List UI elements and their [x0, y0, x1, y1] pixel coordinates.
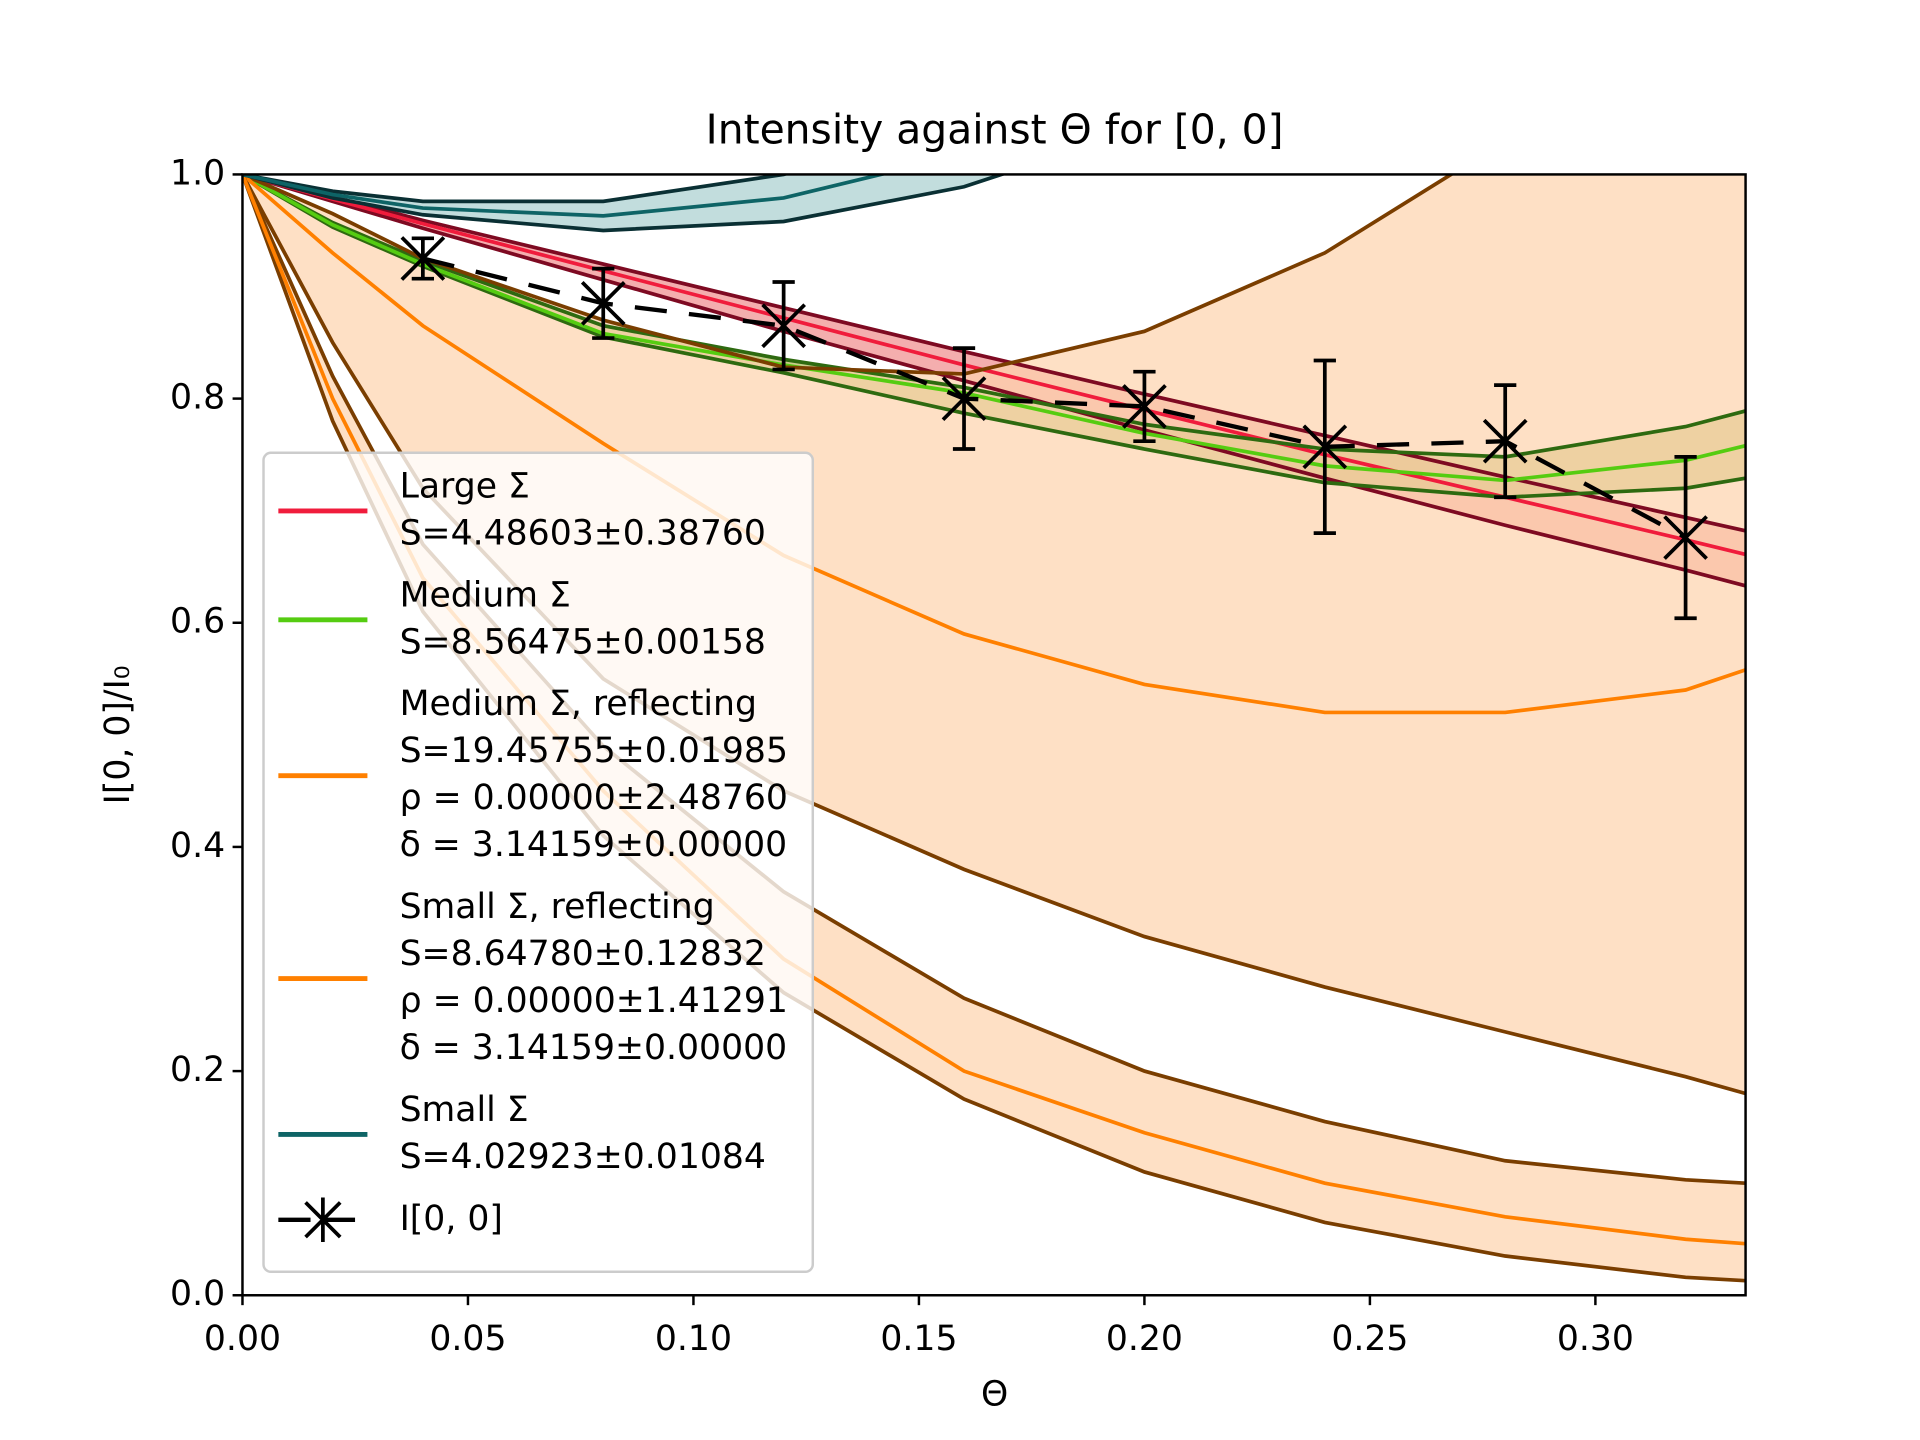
axes-frame: [241, 173, 1747, 1297]
band-edge: [242, 174, 791, 204]
legend-label: S=19.45755±0.01985: [400, 731, 788, 771]
y-tick-label: 0.4: [170, 826, 225, 866]
data-point: [941, 376, 987, 421]
x-tick-label: 0.20: [1106, 1319, 1183, 1359]
x-tick-label: 0.10: [655, 1319, 732, 1359]
chart-title: Intensity against Θ for [0, 0]: [706, 105, 1284, 153]
fit-line: [242, 174, 889, 218]
legend-label: ρ = 0.00000±2.48760: [400, 778, 788, 818]
y-tick-label: 0.0: [170, 1274, 225, 1314]
y-axis-label: I[0, 0]/I₀: [98, 665, 138, 804]
legend-label: S=4.02923±0.01084: [400, 1137, 766, 1177]
legend-label: Small Σ: [400, 1090, 529, 1130]
x-tick-label: 0.00: [204, 1319, 281, 1359]
data-point: [400, 236, 446, 281]
data-point: [1302, 424, 1348, 470]
data-point: [1482, 418, 1528, 464]
legend-label: Medium Σ, reflecting: [400, 684, 757, 724]
legend-label: Small Σ, reflecting: [400, 887, 715, 927]
x-tick-label: 0.15: [880, 1319, 957, 1359]
y-tick-label: 0.2: [170, 1050, 225, 1090]
y-tick-label: 0.6: [170, 602, 225, 642]
legend-swatch: [304, 1197, 342, 1243]
data-point: [580, 280, 626, 326]
confidence-band: [242, 174, 1746, 1094]
x-tick-label: 0.05: [429, 1319, 506, 1359]
x-tick-label: 0.30: [1557, 1319, 1634, 1359]
legend-label: Large Σ: [400, 466, 530, 506]
legend-label: ρ = 0.00000±1.41291: [400, 981, 788, 1021]
legend-label: S=4.48603±0.38760: [400, 513, 766, 553]
legend-label: I[0, 0]: [400, 1199, 503, 1239]
legend: Large Σ S=4.48603±0.38760 Medium Σ S=8.5647…: [262, 451, 815, 1273]
legend-box: [262, 451, 815, 1273]
data-point: [761, 303, 806, 349]
y-tick-label: 0.8: [170, 378, 225, 418]
band-edge: [242, 174, 1008, 233]
confidence-band: [242, 174, 1002, 231]
legend-label: Medium Σ: [400, 575, 571, 615]
legend-label: δ = 3.14159±0.00000: [400, 1028, 788, 1068]
legend-label: S=8.64780±0.12832: [400, 934, 766, 974]
x-axis-label: Θ: [981, 1374, 1008, 1414]
band-edge: [242, 174, 1746, 1096]
fit-line: [242, 174, 1746, 715]
x-tick-label: 0.25: [1331, 1319, 1408, 1359]
legend-label: S=8.56475±0.00158: [400, 622, 766, 662]
data-point: [1663, 515, 1708, 560]
data-point: [1122, 384, 1167, 429]
legend-label: δ = 3.14159±0.00000: [400, 825, 788, 865]
y-tick-label: 1.0: [170, 153, 225, 193]
